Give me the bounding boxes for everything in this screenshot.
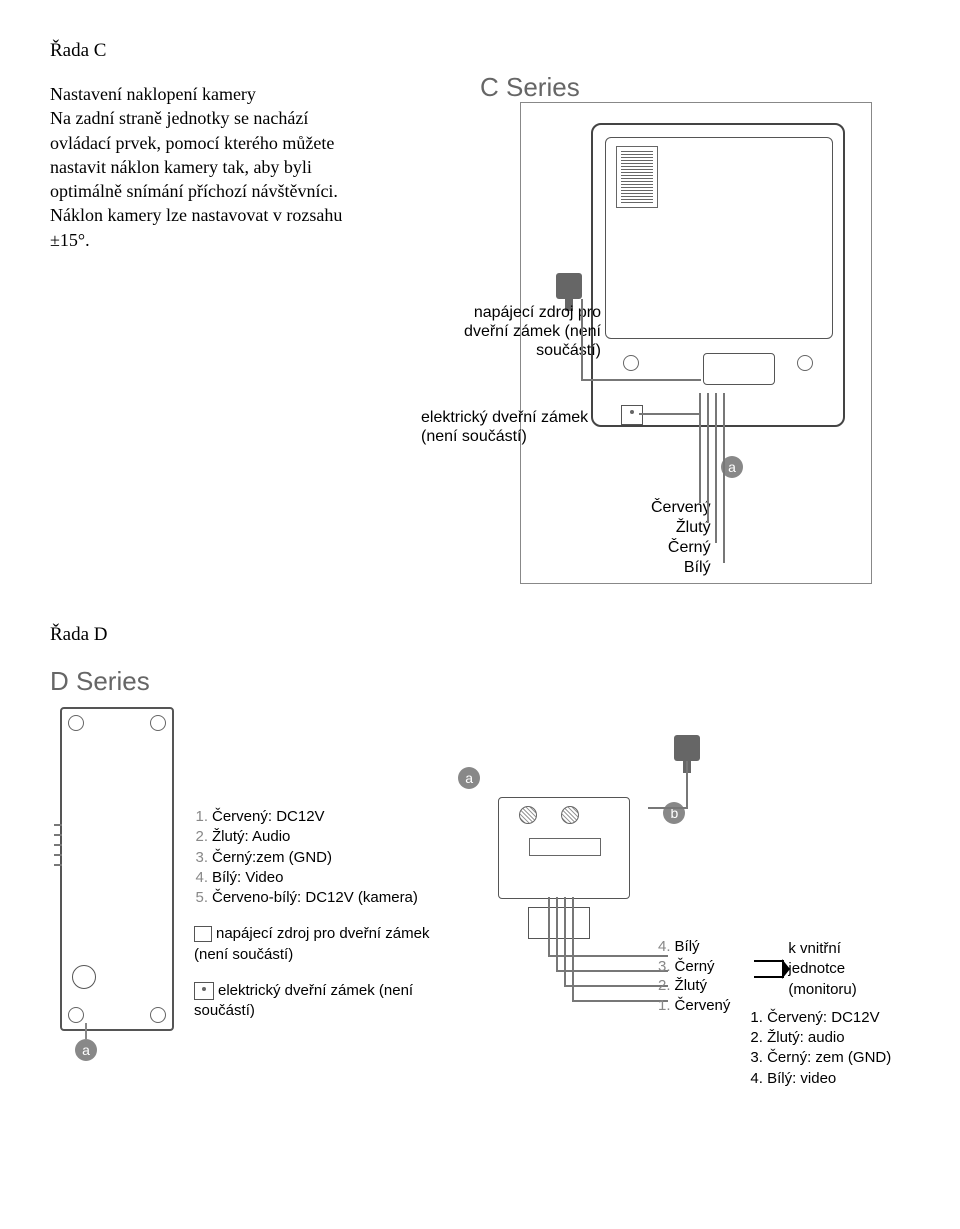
wire-yellow: Žlutý: [651, 518, 711, 538]
bottom-legend-item: 2. Žlutý: audio: [750, 1028, 910, 1048]
arrow-right-icon: [754, 960, 784, 978]
figure-d-wiring: a b 4.Bílý 3.Černý 2.Žlutý 1.Červený: [458, 707, 730, 1047]
wire-line-icon: [54, 854, 62, 856]
section-c-text: Nastavení naklopení kamery Na zadní stra…: [50, 82, 370, 584]
screw-icon: [150, 1007, 166, 1023]
wire-black: Černý: [651, 538, 711, 558]
label-power-supply: napájecí zdroj pro dveřní zámek (není so…: [431, 303, 601, 361]
ground-block-icon: [528, 907, 590, 939]
legend-text: Černý:zem (GND): [212, 848, 332, 868]
wire-line-icon: [707, 393, 709, 523]
legend-text: Červený: DC12V: [212, 807, 325, 827]
label-electric-lock: elektrický dveřní zámek (není součástí): [421, 408, 621, 446]
wire-color-legend-d: 4.Bílý 3.Černý 2.Žlutý 1.Červený: [657, 937, 731, 1015]
c-text-line2: Na zadní straně jednotky se nachází ovlá…: [50, 106, 370, 203]
wire-red: Červený: [651, 498, 711, 518]
legend-text: Červený: [675, 996, 731, 1016]
d-right-notes: k vnitřní jednotce (monitoru) 1. Červený…: [750, 707, 910, 1089]
wire-line-icon: [715, 393, 717, 543]
c-text-line3: Náklon kamery lze nastavovat v rozsahu ±…: [50, 203, 370, 252]
connector-box-icon: [498, 797, 630, 899]
d-device-rear-icon: [60, 707, 174, 1031]
connector-strip-icon: [703, 353, 775, 385]
bottom-legend: 1. Červený: DC12V 2. Žlutý: audio 3. Čer…: [750, 1008, 910, 1089]
plug-small-icon: [194, 926, 212, 942]
screw-icon: [150, 715, 166, 731]
wire-line-icon: [686, 761, 688, 807]
power-plug-icon: [674, 735, 700, 761]
wire-line-icon: [581, 299, 583, 379]
legend-text: Bílý: [675, 937, 700, 957]
wire-line-icon: [54, 864, 62, 866]
legend-text: Bílý: Video: [212, 868, 283, 888]
wire-line-icon: [564, 985, 668, 987]
wire-line-icon: [54, 834, 62, 836]
bottom-legend-item: 4. Bílý: video: [750, 1069, 910, 1089]
bottom-legend-item: 3. Černý: zem (GND): [750, 1048, 910, 1068]
screw-pair-icon: [519, 806, 609, 824]
bottom-legend-item: 1. Červený: DC12V: [750, 1008, 910, 1028]
wire-line-icon: [556, 970, 668, 972]
speaker-grille-icon: [616, 146, 658, 208]
to-monitor-line: jednotce: [788, 959, 856, 979]
wire-color-legend: Červený Žlutý Černý Bílý: [651, 498, 711, 578]
figure-d-title: D Series: [50, 666, 910, 697]
terminal-block-icon: [529, 838, 601, 856]
legend-text: Žlutý: [675, 976, 708, 996]
wire-line-icon: [548, 955, 668, 957]
screw-icon: [68, 1007, 84, 1023]
c-text-line1: Nastavení naklopení kamery: [50, 82, 370, 106]
figure-c: C Series a napájecí zdroj pro dveřní zám…: [390, 82, 910, 584]
to-monitor-line: (monitoru): [788, 980, 856, 1000]
power-plug-icon: [556, 273, 582, 299]
wire-line-icon: [581, 379, 701, 381]
screw-icon: [623, 355, 639, 371]
wire-line-icon: [723, 393, 725, 563]
callout-badge-a-icon: a: [75, 1039, 97, 1061]
legend-idx: 2.: [194, 827, 208, 847]
wire-line-icon: [556, 897, 558, 972]
legend-idx: 2.: [657, 976, 671, 996]
wire-line-icon: [639, 413, 701, 415]
legend-idx: 5.: [194, 888, 208, 908]
screw-icon: [68, 715, 84, 731]
screw-icon: [797, 355, 813, 371]
heading-rada-d: Řada D: [50, 624, 910, 646]
camera-adjust-port-icon: [72, 965, 96, 989]
to-monitor-line: k vnitřní: [788, 939, 856, 959]
d-pin-legend: 1.Červený: DC12V 2.Žlutý: Audio 3.Černý:…: [194, 707, 438, 1021]
figure-c-frame: a napájecí zdroj pro dveřní zámek (není …: [520, 102, 872, 584]
legend-idx: 4.: [194, 868, 208, 888]
figure-c-title: C Series: [480, 72, 580, 103]
legend-idx: 1.: [194, 807, 208, 827]
wire-line-icon: [648, 807, 688, 809]
wire-line-icon: [54, 824, 62, 826]
heading-rada-c: Řada C: [50, 40, 910, 62]
legend-text: Červeno-bílý: DC12V (kamera): [212, 888, 418, 908]
callout-badge-a-icon: a: [458, 767, 480, 789]
section-d: a 1.Červený: DC12V 2.Žlutý: Audio 3.Čern…: [50, 707, 910, 1089]
section-c: Nastavení naklopení kamery Na zadní stra…: [50, 82, 910, 584]
legend-text: Černý: [675, 957, 715, 977]
legend-idx: 1.: [657, 996, 671, 1016]
lock-small-icon: [194, 982, 214, 1000]
legend-idx: 4.: [657, 937, 671, 957]
wire-line-icon: [572, 1000, 668, 1002]
wire-line-icon: [564, 897, 566, 987]
legend-idx: 3.: [657, 957, 671, 977]
wire-line-icon: [54, 844, 62, 846]
legend-idx: 3.: [194, 848, 208, 868]
callout-badge-b-icon: b: [663, 802, 685, 824]
wire-line-icon: [699, 393, 701, 503]
door-lock-icon: [621, 405, 643, 425]
device-inner-panel-icon: [605, 137, 833, 339]
device-rear-icon: [591, 123, 845, 427]
wire-white: Bílý: [651, 558, 711, 578]
legend-text: Žlutý: Audio: [212, 827, 290, 847]
wire-line-icon: [548, 897, 550, 957]
label-electric-lock-d: elektrický dveřní zámek (není součástí): [194, 982, 413, 1019]
label-power-supply-d: napájecí zdroj pro dveřní zámek (není so…: [194, 925, 429, 962]
